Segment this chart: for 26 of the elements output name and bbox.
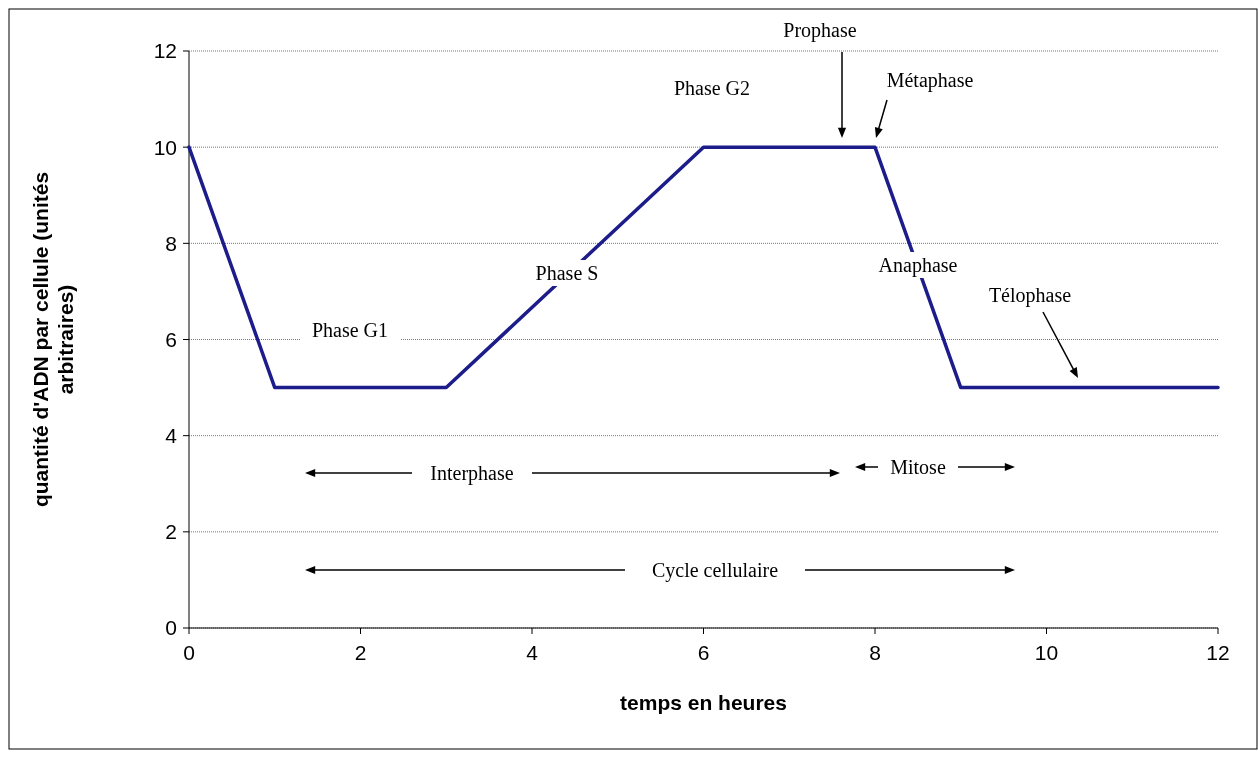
y-tick-label: 4 [165,424,178,448]
annotation: Anaphase [878,254,958,277]
y-tick-label: 12 [153,39,177,63]
annotation: Interphase [430,462,514,485]
x-tick-label: 12 [1206,641,1230,664]
text: Prophase [783,19,857,42]
y-tick-label: 8 [165,231,177,255]
x-axis-title: temps en heures [620,691,787,714]
y-tick-label: 6 [165,327,177,351]
annotation: Phase G1 [311,319,389,341]
annotation: Métaphase [886,69,974,92]
annotation: Phase G2 [673,77,751,99]
x-tick-label: 4 [526,641,539,664]
annotation: Phase S [535,262,599,284]
y-tick-label: 2 [165,520,177,544]
y-axis-title: quantité d'ADN par cellule (unités arbitraires) [29,171,77,508]
annotation: Cycle cellulaire [651,559,779,582]
annotation: Mitose [890,456,946,478]
annotation: Télophase [988,284,1072,307]
x-tick-label: 6 [697,641,710,664]
x-tick-label: 10 [1034,641,1059,664]
x-tick-label: 0 [183,641,195,664]
y-tick-label: 10 [153,135,177,159]
x-tick-label: 2 [354,641,367,664]
x-tick-label: 8 [869,641,881,664]
y-tick-label: 0 [165,616,177,640]
